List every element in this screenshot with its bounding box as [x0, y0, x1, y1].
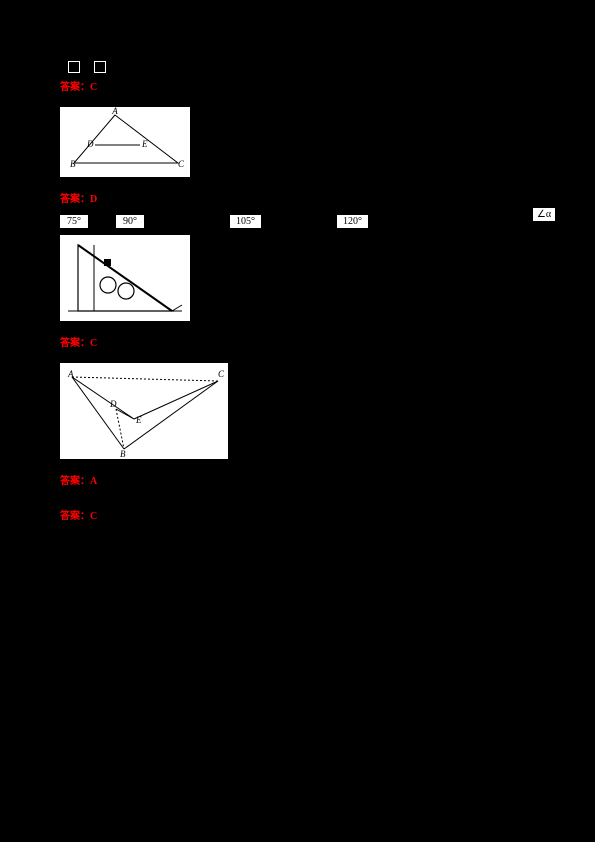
q3-option-B: 90°	[116, 215, 144, 228]
q4-figure: A B C D E	[60, 363, 228, 459]
svg-text:C: C	[178, 159, 185, 169]
q3-svg	[60, 235, 190, 321]
q3-options-row: 75° 90° 105° 120° ∠α	[60, 215, 555, 228]
page-root: 答案：C A B C D E 答案：D 75° 90° 105° 120° ∠α	[0, 0, 595, 562]
checkbox-option	[68, 61, 80, 73]
q3-option-A: 75°	[60, 215, 88, 228]
spacer	[60, 497, 555, 503]
q3-option-C: 105°	[230, 215, 261, 228]
svg-text:D: D	[109, 399, 117, 409]
svg-text:E: E	[135, 415, 142, 425]
q4-answer: 答案：A	[60, 472, 555, 487]
q4-svg: A B C D E	[60, 363, 228, 459]
svg-text:B: B	[70, 159, 76, 169]
checkbox-option	[94, 61, 106, 73]
spacer	[60, 50, 555, 56]
q3-alpha-label: ∠α	[533, 208, 555, 221]
svg-text:B: B	[120, 449, 126, 459]
q2-svg: A B C D E	[60, 107, 190, 177]
svg-text:A: A	[111, 107, 118, 116]
q1-answer: 答案：C	[60, 78, 555, 93]
q5-answer: 答案：C	[60, 507, 555, 522]
q3-figure	[60, 235, 190, 321]
q1-option-boxes	[68, 61, 555, 73]
svg-text:C: C	[218, 369, 225, 379]
svg-text:A: A	[67, 369, 74, 379]
svg-text:D: D	[86, 139, 94, 149]
q2-figure: A B C D E	[60, 107, 190, 177]
q3-option-D: 120°	[337, 215, 368, 228]
q2-answer: 答案：D	[60, 190, 555, 205]
svg-text:E: E	[141, 139, 148, 149]
q3-answer: 答案：C	[60, 334, 555, 349]
